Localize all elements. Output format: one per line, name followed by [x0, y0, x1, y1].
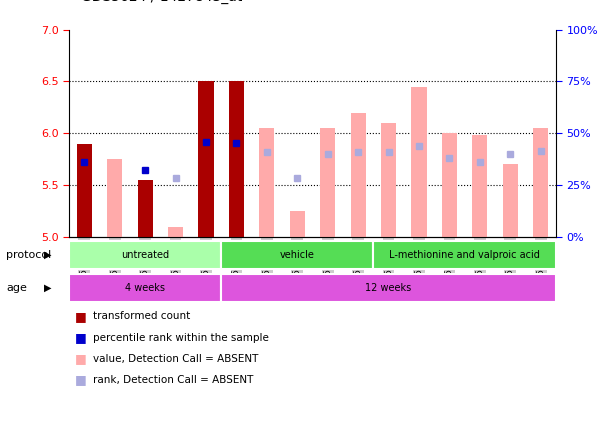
Bar	[320, 128, 335, 237]
FancyBboxPatch shape	[69, 241, 221, 269]
Bar	[168, 227, 183, 237]
Text: percentile rank within the sample: percentile rank within the sample	[93, 332, 269, 343]
Bar	[533, 128, 548, 237]
Text: untreated: untreated	[121, 250, 169, 260]
FancyBboxPatch shape	[373, 241, 556, 269]
Bar	[412, 87, 427, 237]
FancyBboxPatch shape	[221, 241, 373, 269]
Bar	[290, 211, 305, 237]
Bar	[229, 82, 244, 237]
Bar	[107, 159, 123, 237]
Text: vehicle: vehicle	[280, 250, 315, 260]
Text: value, Detection Call = ABSENT: value, Detection Call = ABSENT	[93, 354, 258, 364]
FancyBboxPatch shape	[69, 274, 221, 302]
Bar	[259, 128, 275, 237]
FancyBboxPatch shape	[221, 274, 556, 302]
Text: rank, Detection Call = ABSENT: rank, Detection Call = ABSENT	[93, 375, 254, 385]
Bar	[77, 144, 92, 237]
Bar	[502, 165, 518, 237]
Bar	[472, 135, 487, 237]
Text: protocol: protocol	[6, 250, 51, 260]
Text: 12 weeks: 12 weeks	[365, 283, 412, 293]
Text: ■: ■	[75, 374, 87, 386]
Text: ▶: ▶	[44, 283, 51, 293]
Text: L-methionine and valproic acid: L-methionine and valproic acid	[389, 250, 540, 260]
Bar	[138, 180, 153, 237]
Text: ▶: ▶	[44, 250, 51, 260]
Bar	[198, 82, 213, 237]
Bar	[350, 113, 366, 237]
Text: GDS5624 / 1427843_at: GDS5624 / 1427843_at	[81, 0, 243, 4]
Text: ■: ■	[75, 352, 87, 365]
Text: transformed count: transformed count	[93, 311, 191, 321]
Text: age: age	[6, 283, 27, 293]
Bar	[442, 133, 457, 237]
Text: ■: ■	[75, 331, 87, 344]
Text: ■: ■	[75, 310, 87, 323]
Bar	[381, 123, 396, 237]
Text: 4 weeks: 4 weeks	[125, 283, 165, 293]
